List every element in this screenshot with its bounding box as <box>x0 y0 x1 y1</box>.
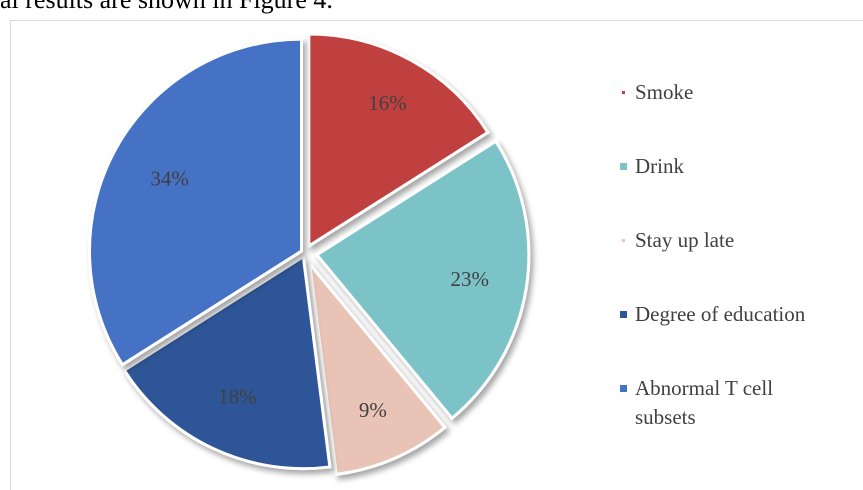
legend-item: Stay up late <box>620 226 734 255</box>
legend-label: Drink <box>635 154 684 178</box>
data-label: 16% <box>368 91 407 115</box>
data-label: 18% <box>218 385 257 409</box>
pie-slice-abnormal-t-cell <box>87 37 303 367</box>
legend-swatch <box>620 385 627 392</box>
legend-swatch <box>622 91 625 94</box>
data-label: 9% <box>359 398 387 422</box>
pie-slice-degree-of-education <box>122 254 332 471</box>
legend-item: Abnormal T cell subsets <box>620 374 773 432</box>
legend-item: Degree of education <box>620 300 805 329</box>
pie-slice-smoke <box>307 32 490 249</box>
pie-slice-drink <box>314 139 531 421</box>
legend-item: Drink <box>620 152 684 181</box>
legend-swatch <box>620 311 627 318</box>
data-label: 23% <box>450 267 489 291</box>
legend-label: Stay up late <box>635 228 735 252</box>
pie-slice-stay-up-late <box>307 259 448 477</box>
chart-frame <box>10 20 863 490</box>
legend-swatch <box>622 239 625 242</box>
legend-item: Smoke <box>620 78 693 107</box>
caption-text: al results are shown in Figure 4. <box>0 0 333 13</box>
legend-label: Degree of education <box>635 302 806 326</box>
data-label: 34% <box>150 167 189 191</box>
legend-label: Abnormal T cell subsets <box>635 376 774 429</box>
legend-swatch <box>620 163 627 170</box>
legend-label: Smoke <box>635 80 694 104</box>
